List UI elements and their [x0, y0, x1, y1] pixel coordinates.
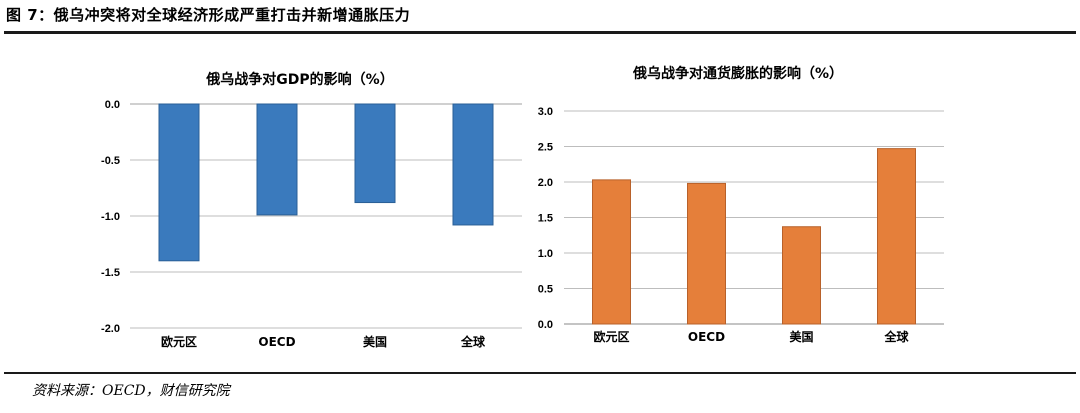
- inflation-ytick-0: 3.0: [538, 106, 553, 118]
- source-note: 资料来源：OECD，财信研究院: [32, 383, 230, 399]
- inflation-category-1: OECD: [688, 330, 725, 344]
- gdp-bar-oecd: [256, 103, 298, 216]
- gdp-bars: [158, 103, 494, 262]
- gdp-ytick-2: -1.0: [101, 211, 120, 223]
- inflation-bar-us: [782, 226, 821, 325]
- gdp-category-0: 欧元区: [161, 334, 197, 349]
- inflation-ytick-5: 0.5: [538, 284, 553, 296]
- gdp-category-1: OECD: [258, 335, 295, 349]
- gdp-categories: 欧元区 OECD 美国 全球: [161, 334, 486, 349]
- inflation-ytick-4: 1.0: [538, 248, 553, 260]
- inflation-bar-euro-area: [592, 179, 631, 325]
- gdp-chart: 俄乌战争对GDP的影响（%） 0.0 -0.5 -1.0 -1.5 -2.0 欧…: [101, 71, 522, 349]
- inflation-bars: [592, 148, 916, 325]
- gdp-ytick-4: -2.0: [101, 323, 120, 335]
- bottom-rule: [4, 372, 1076, 374]
- gdp-bar-us: [354, 103, 396, 204]
- inflation-ytick-3: 1.5: [538, 213, 553, 225]
- inflation-category-2: 美国: [789, 329, 813, 344]
- inflation-yticks: 3.0 2.5 2.0 1.5 1.0 0.5 0.0: [538, 106, 553, 331]
- inflation-categories: 欧元区 OECD 美国 全球: [593, 329, 909, 344]
- gdp-chart-title: 俄乌战争对GDP的影响（%）: [205, 71, 393, 88]
- inflation-category-3: 全球: [883, 329, 909, 344]
- inflation-category-0: 欧元区: [593, 329, 629, 344]
- inflation-ytick-1: 2.5: [538, 142, 553, 154]
- gdp-bar-euro-area: [158, 103, 200, 262]
- gdp-ytick-0: 0.0: [105, 99, 120, 111]
- inflation-ytick-6: 0.0: [538, 319, 553, 331]
- inflation-chart: 俄乌战争对通货膨胀的影响（%） 3.0 2.5 2.0 1.5 1.0 0.5 …: [538, 65, 944, 344]
- gdp-yticks: 0.0 -0.5 -1.0 -1.5 -2.0: [101, 99, 120, 335]
- inflation-bar-oecd: [687, 182, 726, 325]
- gdp-ytick-1: -0.5: [101, 155, 120, 167]
- gdp-category-3: 全球: [460, 334, 486, 349]
- inflation-bar-world: [877, 148, 916, 325]
- gdp-bar-world: [452, 103, 494, 226]
- inflation-chart-title: 俄乌战争对通货膨胀的影响（%）: [632, 65, 843, 82]
- inflation-ytick-2: 2.0: [538, 177, 553, 189]
- top-rule: [4, 31, 1076, 34]
- gdp-ytick-3: -1.5: [101, 267, 120, 279]
- figure-title: 图 7：俄乌冲突将对全球经济形成严重打击并新增通胀压力: [6, 6, 411, 24]
- gdp-category-2: 美国: [363, 334, 387, 349]
